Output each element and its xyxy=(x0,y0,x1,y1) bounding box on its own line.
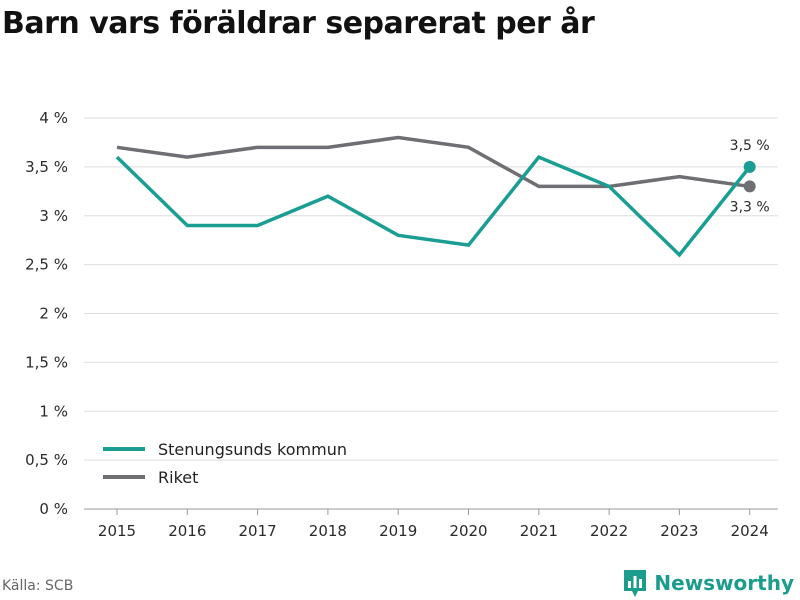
x-axis-ticks: 2015 2016 2017 2018 2019 2020 2021 2022 2023 2024 xyxy=(98,509,769,540)
y-tick-label: 4 % xyxy=(39,109,68,127)
x-tick-label: 2015 xyxy=(98,522,136,540)
x-tick-label: 2021 xyxy=(520,522,558,540)
x-tick-label: 2020 xyxy=(449,522,487,540)
x-tick-label: 2017 xyxy=(239,522,277,540)
brand-logo: Newsworthy xyxy=(622,568,794,598)
y-tick-label: 0,5 % xyxy=(25,451,68,469)
newsworthy-bar-chart-icon xyxy=(624,570,647,597)
grid-lines xyxy=(84,117,778,510)
data-label: 3,5 % xyxy=(730,138,770,154)
x-tick-label: 2023 xyxy=(660,522,698,540)
y-tick-label: 2 % xyxy=(39,305,68,323)
y-tick-label: 0 % xyxy=(39,500,68,518)
y-tick-label: 3 % xyxy=(39,207,68,225)
legend-label: Riket xyxy=(158,468,198,487)
x-tick-label: 2019 xyxy=(379,522,417,540)
series-end-marker xyxy=(743,180,756,193)
legend-label: Stenungsunds kommun xyxy=(158,440,347,459)
series-end-markers: 3,5 % 3,3 % xyxy=(730,138,770,216)
series-lines xyxy=(115,135,752,258)
legend: Stenungsunds kommun Riket xyxy=(103,440,347,487)
x-tick-label: 2024 xyxy=(731,522,769,540)
data-label: 3,3 % xyxy=(730,199,770,215)
x-tick-label: 2022 xyxy=(590,522,628,540)
x-tick-label: 2016 xyxy=(168,522,206,540)
y-tick-label: 2,5 % xyxy=(25,256,68,274)
series-line xyxy=(116,135,750,189)
y-tick-label: 1,5 % xyxy=(25,353,68,371)
series-end-marker xyxy=(743,160,756,173)
source-note: Källa: SCB xyxy=(2,578,74,594)
y-tick-label: 1 % xyxy=(39,402,68,420)
series-line xyxy=(115,154,752,258)
brand-name: Newsworthy xyxy=(654,571,794,595)
y-axis-ticks: 0 % 0,5 % 1 % 1,5 % 2 % 2,5 % 3 % 3,5 % 4 % xyxy=(25,109,68,518)
x-tick-label: 2018 xyxy=(309,522,347,540)
chart-title: Barn vars föräldrar separerat per år xyxy=(2,6,595,41)
y-tick-label: 3,5 % xyxy=(25,158,68,176)
